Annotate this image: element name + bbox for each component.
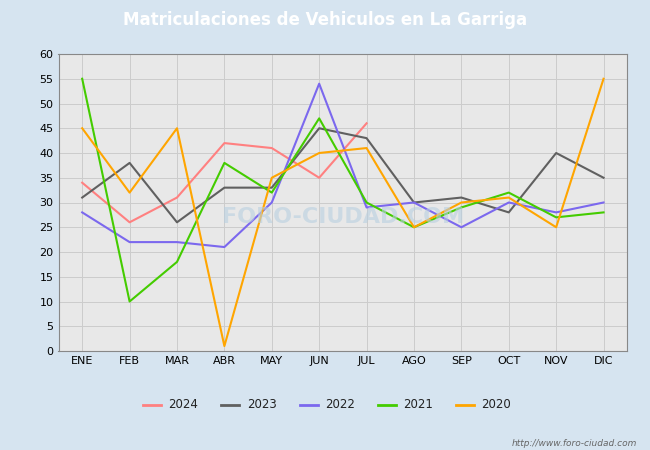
Text: 2023: 2023	[247, 399, 276, 411]
Text: 2020: 2020	[482, 399, 512, 411]
Text: Matriculaciones de Vehiculos en La Garriga: Matriculaciones de Vehiculos en La Garri…	[123, 11, 527, 29]
Text: http://www.foro-ciudad.com: http://www.foro-ciudad.com	[512, 439, 637, 448]
Text: 2024: 2024	[168, 399, 198, 411]
Text: 2022: 2022	[325, 399, 355, 411]
Text: FORO-CIUDAD.COM: FORO-CIUDAD.COM	[222, 207, 464, 227]
Text: 2021: 2021	[403, 399, 433, 411]
